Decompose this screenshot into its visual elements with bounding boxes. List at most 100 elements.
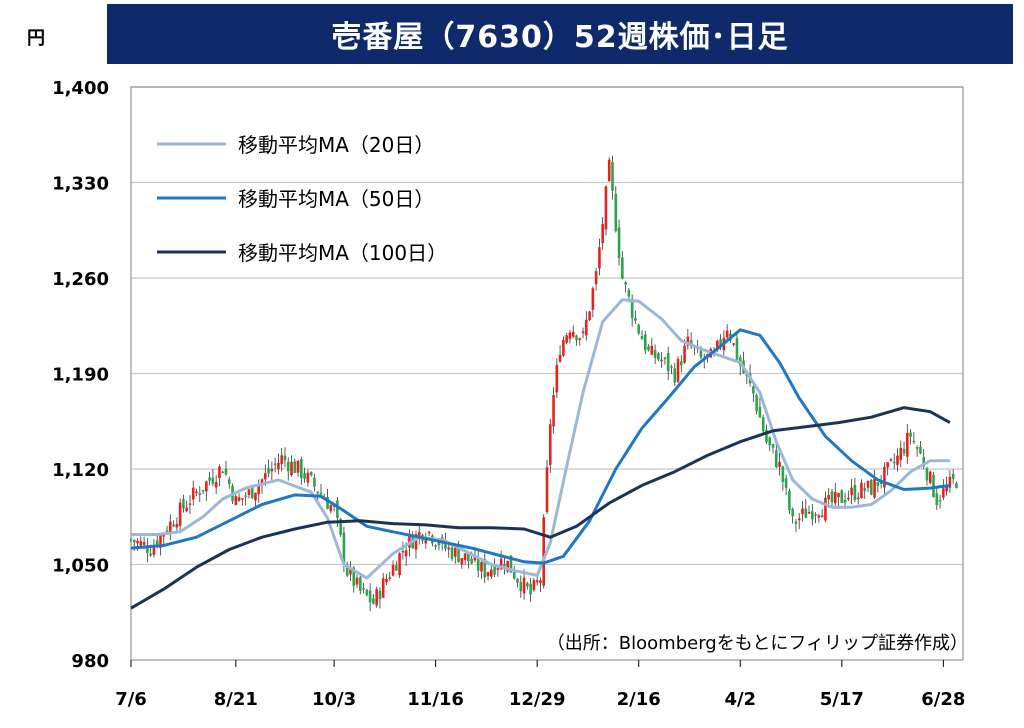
plot-area bbox=[130, 86, 964, 661]
candle-body bbox=[771, 444, 775, 448]
candle-body bbox=[486, 572, 490, 577]
candle-body bbox=[945, 485, 948, 492]
candle-body bbox=[306, 472, 310, 483]
candle-body bbox=[303, 473, 306, 480]
candle-body bbox=[241, 498, 244, 500]
candle-body bbox=[201, 489, 205, 492]
candle-body bbox=[568, 332, 572, 339]
candle-body bbox=[473, 555, 477, 561]
candle-body bbox=[558, 354, 562, 362]
candle-body bbox=[342, 532, 346, 563]
candle-body bbox=[591, 288, 595, 310]
candle-body bbox=[152, 545, 156, 555]
candle-body bbox=[915, 447, 919, 449]
candle-body bbox=[169, 521, 172, 534]
candle-body bbox=[529, 583, 532, 595]
candle-body bbox=[260, 479, 264, 486]
candle-body bbox=[719, 339, 722, 346]
candle-body bbox=[427, 531, 431, 534]
line-ma100 bbox=[130, 406, 951, 610]
candle-body bbox=[175, 524, 179, 528]
candle-body bbox=[666, 352, 670, 371]
candlesticks bbox=[129, 155, 958, 612]
candle-body bbox=[833, 492, 837, 504]
candle-body bbox=[296, 460, 300, 473]
candle-body bbox=[257, 484, 261, 495]
candle-body bbox=[191, 487, 195, 500]
candle-body bbox=[221, 471, 225, 474]
candle-body bbox=[824, 497, 827, 521]
candle-body bbox=[149, 553, 152, 556]
y-unit-label: 円 bbox=[27, 28, 45, 49]
candle-body bbox=[902, 449, 906, 454]
y-tick-label: 1,330 bbox=[52, 174, 109, 195]
candle-body bbox=[434, 545, 437, 547]
candle-body bbox=[542, 517, 546, 586]
candle-body bbox=[490, 569, 493, 577]
x-tick-label: 4/2 bbox=[724, 689, 756, 710]
candle-body bbox=[286, 461, 290, 472]
candle-body bbox=[398, 553, 401, 576]
candle-body bbox=[155, 540, 159, 547]
candle-body bbox=[195, 491, 198, 494]
y-tick-label: 1,120 bbox=[52, 460, 109, 481]
candle-body bbox=[906, 432, 909, 457]
candle-body bbox=[290, 461, 293, 475]
candle-body bbox=[457, 548, 460, 563]
candle-body bbox=[634, 317, 637, 321]
candle-body bbox=[942, 488, 945, 498]
candle-body bbox=[516, 578, 519, 583]
candle-body bbox=[136, 540, 139, 544]
candle-body bbox=[218, 466, 221, 479]
candle-body bbox=[761, 417, 765, 432]
candle-body bbox=[938, 500, 942, 502]
candle-body bbox=[250, 485, 254, 499]
candle-body bbox=[424, 537, 428, 544]
candle-body bbox=[843, 499, 847, 503]
candle-body bbox=[172, 524, 175, 527]
candle-body bbox=[300, 458, 303, 478]
candle-body bbox=[624, 282, 627, 285]
candle-body bbox=[879, 482, 883, 485]
candle-body bbox=[892, 461, 896, 464]
y-tick-label: 1,050 bbox=[52, 556, 109, 577]
candle-body bbox=[781, 466, 785, 482]
candle-body bbox=[139, 541, 143, 546]
y-tick-label: 1,190 bbox=[52, 365, 109, 386]
x-tick-label: 5/17 bbox=[820, 689, 864, 710]
candle-body bbox=[214, 482, 218, 488]
candle-body bbox=[863, 488, 867, 492]
candle-body bbox=[778, 461, 781, 468]
candle-body bbox=[352, 567, 356, 586]
candle-body bbox=[467, 552, 470, 562]
legend-label-ma20: 移動平均MA（20日） bbox=[238, 133, 434, 157]
candle-body bbox=[565, 335, 568, 343]
candle-body bbox=[575, 335, 578, 341]
candle-body bbox=[358, 577, 362, 591]
candle-body bbox=[860, 482, 863, 498]
candle-body bbox=[925, 468, 929, 481]
candle-body bbox=[850, 487, 853, 496]
candle-body bbox=[847, 497, 850, 500]
candle-body bbox=[909, 432, 912, 437]
candle-body bbox=[578, 338, 582, 340]
candle-body bbox=[227, 479, 231, 485]
candle-body bbox=[588, 311, 591, 320]
candle-body bbox=[277, 462, 280, 470]
candle-body bbox=[283, 455, 287, 461]
candle-body bbox=[830, 491, 834, 503]
candle-body bbox=[765, 429, 768, 443]
candle-body bbox=[585, 319, 588, 336]
candle-body bbox=[244, 495, 247, 497]
candle-body bbox=[263, 473, 267, 480]
candle-body bbox=[876, 482, 880, 486]
candle-body bbox=[581, 331, 585, 334]
candle-body bbox=[814, 514, 817, 516]
y-tick-label: 1,400 bbox=[52, 78, 109, 99]
candle-body bbox=[326, 496, 329, 509]
candle-body bbox=[182, 498, 185, 509]
candle-body bbox=[548, 424, 552, 466]
candle-body bbox=[643, 334, 647, 351]
candle-body bbox=[683, 345, 686, 363]
